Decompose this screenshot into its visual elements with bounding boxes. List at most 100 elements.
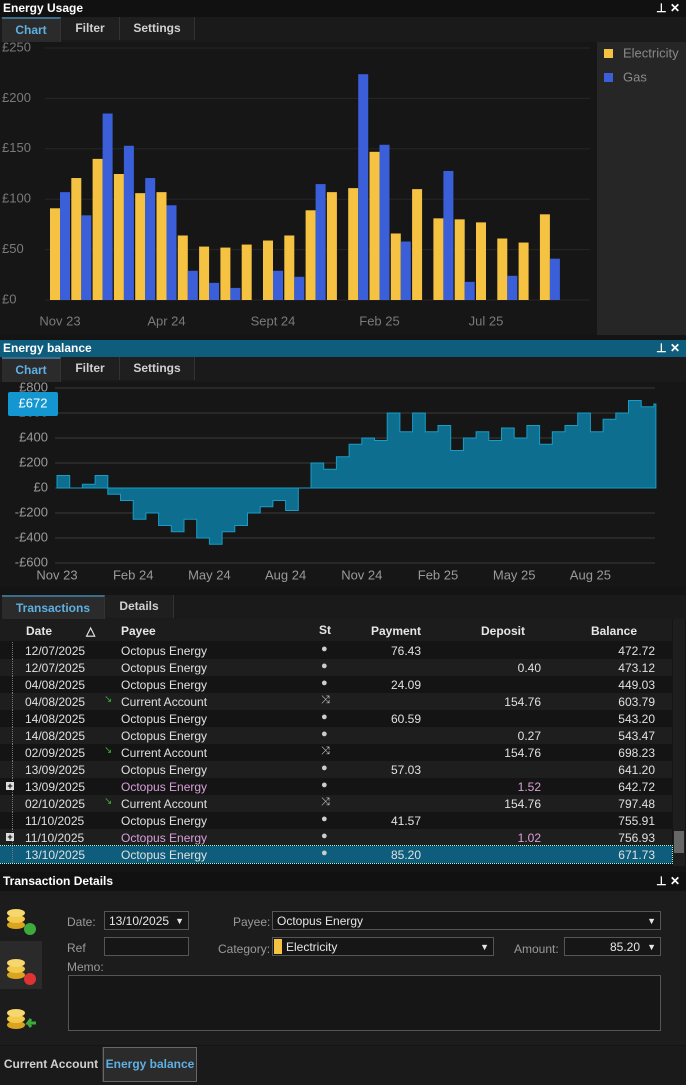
table-row[interactable]: 12/07/2025 Octopus Energy ● 76.43 472.72 <box>0 642 672 659</box>
tab[interactable]: Settings <box>120 17 195 40</box>
payment-cell: 24.09 <box>390 678 421 692</box>
field-label: Payee: <box>233 915 271 929</box>
balance-cell: 756.93 <box>618 831 655 845</box>
deposit-cell: 154.76 <box>504 695 541 709</box>
bar <box>443 170 454 300</box>
deposit-cell: 1.52 <box>517 780 541 794</box>
amount-input[interactable]: 85.20 ▼ <box>564 937 661 956</box>
y-tick-label: £200 <box>2 90 31 105</box>
title-text: Energy Usage <box>3 1 84 15</box>
table-row[interactable]: 14/08/2025 Octopus Energy ● 0.27 543.47 <box>0 727 672 744</box>
table-row[interactable]: 04/08/2025 Octopus Energy ● 24.09 449.03 <box>0 676 672 693</box>
deposit-cell: 0.40 <box>517 661 541 675</box>
y-tick-label: £0 <box>2 291 16 306</box>
tab[interactable]: Energy balance <box>103 1047 197 1082</box>
y-tick-label: £250 <box>2 42 31 54</box>
payment-cell: 60.59 <box>390 712 421 726</box>
tab[interactable]: Chart <box>2 17 61 42</box>
payee-cell: Octopus Energy <box>121 831 208 845</box>
status-icon: ● <box>321 728 328 740</box>
date-input[interactable]: 13/10/2025 ▼ <box>104 911 189 930</box>
column-header[interactable]: Balance <box>590 624 637 638</box>
column-header[interactable]: St <box>319 623 331 637</box>
table-row[interactable]: +13/09/2025 Octopus Energy ● 1.52 642.72 <box>0 778 672 795</box>
status-icon: ● <box>321 830 328 842</box>
field-value: 13/10/2025 <box>109 914 170 928</box>
tab[interactable]: Filter <box>61 17 120 40</box>
category-input[interactable]: Electricity ▼ <box>272 937 494 956</box>
x-tick-label: Aug 24 <box>265 567 306 582</box>
table-row[interactable]: 12/07/2025 Octopus Energy ● 0.40 473.12 <box>0 659 672 676</box>
status-icon: ● <box>321 779 328 791</box>
status-icon: ● <box>321 643 328 655</box>
column-header[interactable]: Deposit <box>480 624 525 638</box>
panel-controls[interactable]: ⊥ ✕ <box>656 341 680 355</box>
title-text: Transaction Details <box>3 874 114 888</box>
x-tick-label: Jul 25 <box>469 313 504 328</box>
category-swatch <box>274 939 282 954</box>
bar <box>113 174 124 300</box>
table-row[interactable]: 04/08/2025 ↘ Current Account ⤨ 154.76 603.79 <box>0 693 672 710</box>
bar <box>549 258 560 300</box>
ref-input[interactable] <box>104 937 189 956</box>
x-tick-label: Feb 25 <box>359 313 399 328</box>
payee-cell: Octopus Energy <box>121 712 208 726</box>
bar <box>400 241 411 300</box>
bar <box>145 178 156 300</box>
scrollbar[interactable] <box>673 619 685 866</box>
y-tick-label: £200 <box>19 454 48 469</box>
status-icon: ● <box>321 847 328 859</box>
date-cell: 12/07/2025 <box>25 644 86 658</box>
x-tick-label: Feb 25 <box>418 567 458 582</box>
table-row[interactable]: 13/09/2025 Octopus Energy ● 57.03 641.20 <box>0 761 672 778</box>
bar <box>166 205 177 300</box>
bar <box>326 192 337 300</box>
payment-cell: 41.57 <box>390 814 421 828</box>
y-tick-label: £0 <box>34 479 48 494</box>
deposit-cell: 0.27 <box>517 729 541 743</box>
table-row[interactable]: 13/10/2025 Octopus Energy ● 85.20 671.73 <box>0 845 673 864</box>
table-row[interactable]: 02/09/2025 ↘ Current Account ⤨ 154.76 698.23 <box>0 744 672 761</box>
field-value: Octopus Energy <box>277 914 364 928</box>
field-label: Amount: <box>514 942 559 956</box>
memo-input[interactable] <box>68 975 661 1031</box>
bar <box>315 184 326 300</box>
sort-indicator: △ <box>86 624 96 638</box>
tab[interactable]: Settings <box>120 357 195 380</box>
tab[interactable]: Transactions <box>2 595 105 620</box>
table-row[interactable]: 02/10/2025 ↘ Current Account ⤨ 154.76 797.48 <box>0 795 672 812</box>
bar <box>348 188 359 300</box>
delete-icon[interactable] <box>7 959 36 985</box>
bar <box>294 276 305 300</box>
table-row[interactable]: 11/10/2025 Octopus Energy ● 41.57 755.91 <box>0 812 672 829</box>
y-tick-label: -£600 <box>15 554 48 569</box>
bar <box>177 235 188 300</box>
tab[interactable]: Chart <box>2 357 61 382</box>
table-row[interactable]: +11/10/2025 Octopus Energy ● 1.02 756.93 <box>0 829 672 846</box>
deposit-cell: 154.76 <box>504 797 541 811</box>
date-cell: 14/08/2025 <box>25 729 86 743</box>
scroll-thumb[interactable] <box>674 831 684 853</box>
x-tick-label: Apr 24 <box>147 313 185 328</box>
expand-button[interactable]: + <box>6 832 14 842</box>
bar <box>358 74 369 300</box>
column-header[interactable]: Payee <box>121 624 156 638</box>
panel-controls[interactable]: ⊥ ✕ <box>656 874 680 888</box>
add-icon[interactable] <box>7 909 36 935</box>
tab[interactable]: Filter <box>61 357 120 380</box>
usage-chart: £0 £50 £100 £150 £200 £250 Nov 23 Apr 24 Sept 24… <box>0 42 686 335</box>
date-cell: 04/08/2025 <box>25 678 86 692</box>
column-header[interactable]: Date <box>26 624 53 638</box>
expand-button[interactable]: + <box>6 781 14 791</box>
transfer-arrow: ↘ <box>104 694 113 705</box>
tab[interactable]: Current Account <box>0 1047 103 1082</box>
transfer-icon[interactable] <box>7 1009 36 1029</box>
balance-area <box>56 400 657 545</box>
panel-controls[interactable]: ⊥ ✕ <box>656 1 680 15</box>
balance-cell: 671.73 <box>618 848 655 862</box>
tab[interactable]: Details <box>105 595 174 618</box>
table-row[interactable]: 14/08/2025 Octopus Energy ● 60.59 543.20 <box>0 710 672 727</box>
column-header[interactable]: Payment <box>370 624 421 638</box>
balance-cell: 543.20 <box>618 712 655 726</box>
payee-input[interactable]: Octopus Energy ▼ <box>272 911 661 930</box>
